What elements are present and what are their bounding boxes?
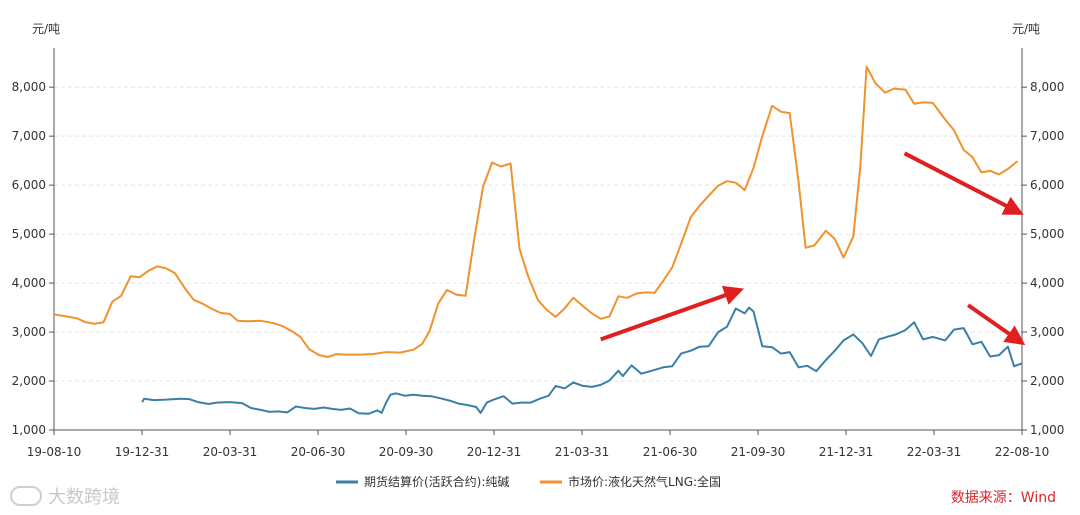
right-axis-unit: 元/吨: [1012, 22, 1040, 36]
y-right-tick-label: 1,000: [1030, 423, 1064, 437]
x-tick-label: 20-03-31: [203, 445, 257, 459]
series-line-0: [141, 306, 1023, 415]
y-right-tick-label: 8,000: [1030, 80, 1064, 94]
x-tick-label: 22-08-10: [995, 445, 1049, 459]
left-axis-unit: 元/吨: [32, 22, 60, 36]
x-tick-label: 19-08-10: [27, 445, 81, 459]
x-tick-label: 21-09-30: [731, 445, 785, 459]
data-source: 数据来源：Wind: [950, 490, 1056, 506]
annotation-arrow-0: [600, 285, 745, 342]
annotation-arrow-1: [903, 151, 1024, 215]
watermark: 大数跨境: [10, 483, 120, 509]
x-tick-label: 22-03-31: [907, 445, 961, 459]
y-left-tick-label: 4,000: [12, 276, 46, 290]
watermark-text: 大数跨境: [48, 487, 120, 508]
y-left-tick-label: 6,000: [12, 178, 46, 192]
x-tick-label: 20-06-30: [291, 445, 345, 459]
y-right-tick-label: 2,000: [1030, 374, 1064, 388]
y-left-tick-label: 2,000: [12, 374, 46, 388]
y-right-tick-label: 5,000: [1030, 227, 1064, 241]
series-line-1: [53, 65, 1019, 358]
y-left-tick-label: 3,000: [12, 325, 46, 339]
y-left-tick-label: 8,000: [12, 80, 46, 94]
annotations: [600, 151, 1026, 346]
x-tick-label: 21-12-31: [819, 445, 873, 459]
y-left-tick-label: 1,000: [12, 423, 46, 437]
x-tick-label: 19-12-31: [115, 445, 169, 459]
axes: 1,000 1,000 2,000 2,000 3,000 3,000 4,000 4,000…: [12, 48, 1064, 459]
series-lines: [53, 65, 1023, 415]
legend-label-lng: 市场价:液化天然气LNG:全国: [568, 474, 721, 489]
y-right-tick-label: 3,000: [1030, 325, 1064, 339]
legend-label-soda-ash: 期货结算价(活跃合约):纯碱: [364, 474, 509, 489]
x-tick-label: 20-12-31: [467, 445, 521, 459]
annotation-arrow-2: [966, 303, 1026, 346]
y-left-tick-label: 7,000: [12, 129, 46, 143]
grid-lines: [54, 86, 1022, 382]
y-right-tick-label: 7,000: [1030, 129, 1064, 143]
x-tick-label: 21-06-30: [643, 445, 697, 459]
legend: 期货结算价(活跃合约):纯碱 市场价:液化天然气LNG:全国: [336, 474, 721, 489]
x-tick-label: 20-09-30: [379, 445, 433, 459]
y-right-tick-label: 4,000: [1030, 276, 1064, 290]
y-left-tick-label: 5,000: [12, 227, 46, 241]
y-right-tick-label: 6,000: [1030, 178, 1064, 192]
x-tick-label: 21-03-31: [555, 445, 609, 459]
watermark-logo-icon: [10, 486, 42, 506]
